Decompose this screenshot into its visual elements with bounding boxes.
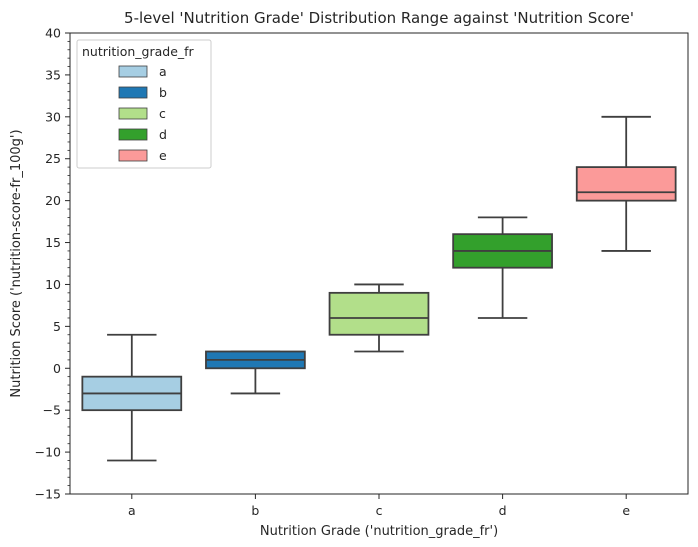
y-tick-label: 10 (45, 277, 61, 292)
x-tick-label: a (128, 503, 136, 518)
y-tick-label: −15 (35, 487, 61, 502)
y-tick-label: 25 (45, 151, 61, 166)
x-tick-label: e (622, 503, 630, 518)
y-tick-label: 0 (53, 361, 61, 376)
y-tick-label: 20 (45, 193, 61, 208)
legend-label-a: a (159, 64, 167, 79)
y-tick-label: 40 (45, 26, 61, 41)
x-tick-label: c (376, 503, 383, 518)
legend-label-e: e (159, 148, 167, 163)
legend-swatch-c (118, 107, 148, 120)
box-b (205, 350, 306, 395)
legend-label-b: b (159, 85, 167, 100)
x-axis-title: Nutrition Grade ('nutrition_grade_fr') (260, 524, 498, 539)
y-tick-label: 5 (53, 319, 61, 334)
box-e (575, 115, 677, 252)
boxes (81, 115, 677, 462)
legend-label-c: c (159, 106, 166, 121)
box-body (328, 291, 430, 336)
x-tick-label: b (251, 503, 259, 518)
y-axis-title: Nutrition Score ('nutrition-score-fr_100… (9, 129, 24, 397)
legend-label-d: d (159, 127, 167, 142)
y-tick-label: −5 (43, 403, 61, 418)
x-tick-label: d (499, 503, 507, 518)
chart-title: 5-level 'Nutrition Grade' Distribution R… (124, 9, 634, 27)
y-tick-label: 15 (45, 235, 61, 250)
legend-swatch-e (118, 149, 148, 162)
legend-swatch-a (118, 65, 148, 78)
box-a (81, 333, 183, 462)
legend-swatch-b (118, 86, 148, 99)
y-tick-label: −10 (35, 445, 61, 460)
y-tick-label: 35 (45, 67, 61, 82)
box-d (452, 216, 553, 319)
legend-swatch-d (118, 128, 148, 141)
box-c (328, 283, 430, 353)
y-tick-label: 30 (45, 109, 61, 124)
legend-frame (76, 39, 212, 169)
legend-title: nutrition_grade_fr (82, 44, 195, 59)
box-body (575, 166, 677, 202)
